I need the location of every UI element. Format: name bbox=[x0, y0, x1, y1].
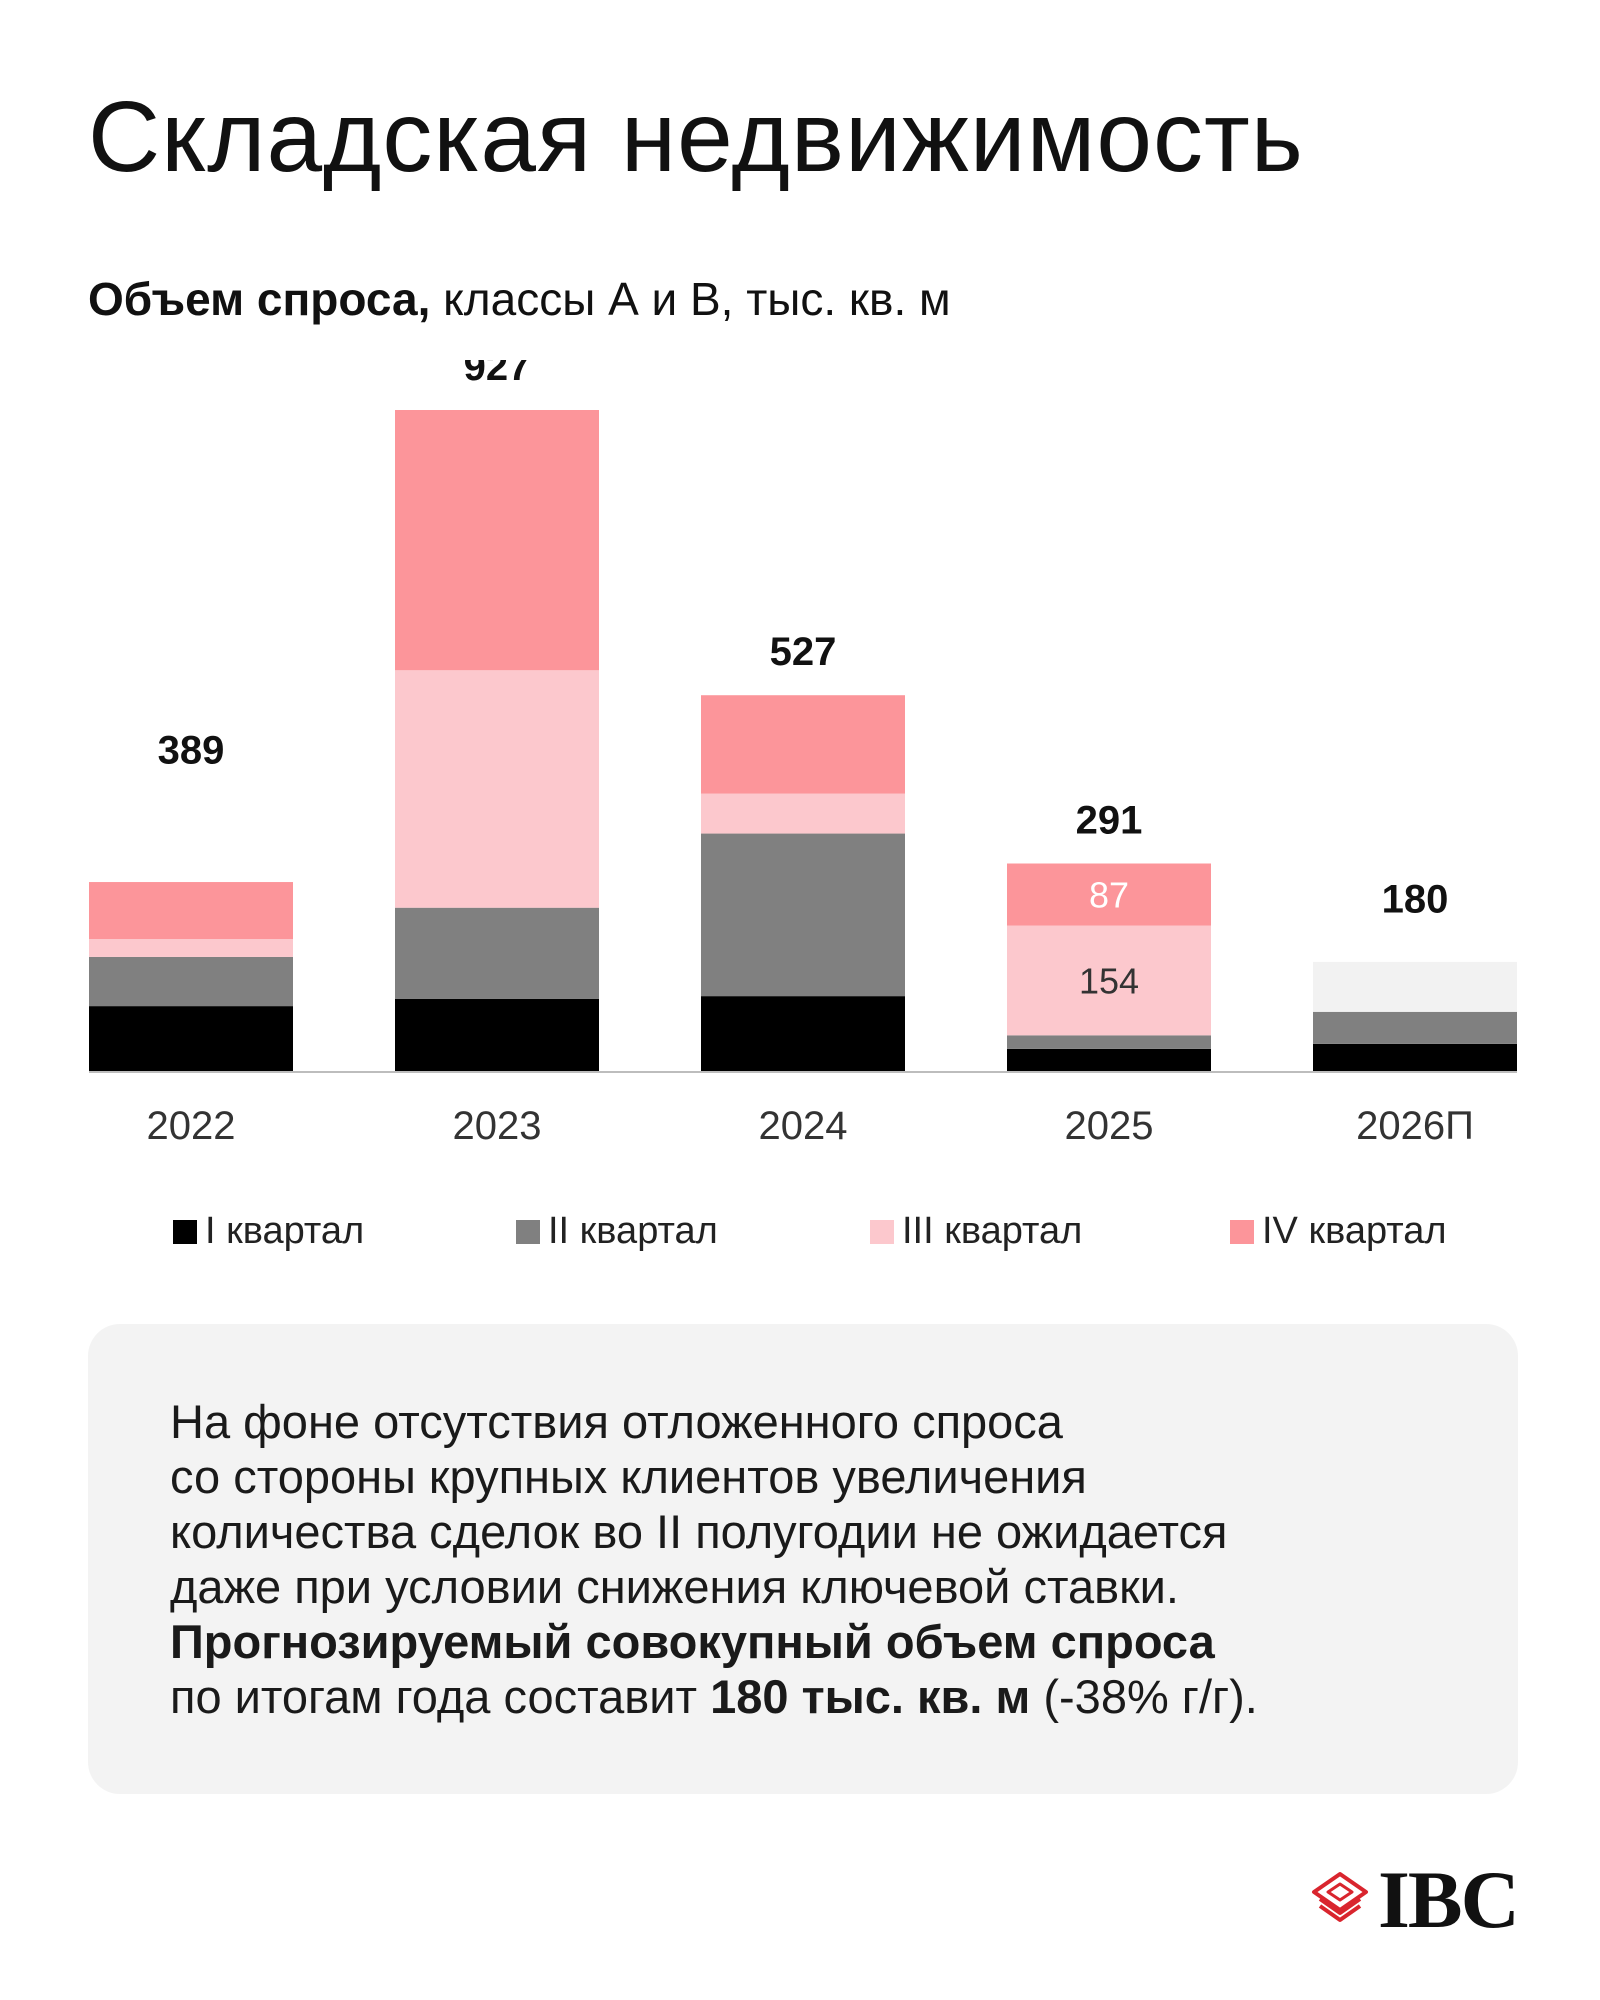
legend-item-q4: IV квартал bbox=[1230, 1210, 1447, 1253]
legend-item-q1: I квартал bbox=[173, 1210, 364, 1253]
note-line-5: Прогнозируемый совокупный объем спроса bbox=[170, 1614, 1438, 1669]
bar-2024-q1 bbox=[701, 996, 905, 1071]
note-line-4: даже при условии снижения ключевой ставк… bbox=[170, 1560, 1179, 1613]
bar-2025-q2 bbox=[1007, 1035, 1211, 1049]
x-tick-label-2026П: 2026П bbox=[1356, 1104, 1474, 1148]
x-tick-label-2024: 2024 bbox=[759, 1104, 848, 1148]
ibc-logo: IBC bbox=[1308, 1854, 1520, 1945]
note-line-3: количества сделок во II полугодии не ожи… bbox=[170, 1505, 1228, 1558]
note-line-6: по итогам года составит 180 тыс. кв. м (… bbox=[170, 1669, 1438, 1724]
bar-group-2025 bbox=[1007, 863, 1211, 1071]
bar-2024-q4 bbox=[701, 695, 905, 794]
bar-2026П-q2 bbox=[1313, 1011, 1517, 1044]
note-forecast-heading: Прогнозируемый совокупный объем спроса bbox=[170, 1615, 1215, 1668]
bar-2026П-q1 bbox=[1313, 1043, 1517, 1071]
note-forecast-value: 180 тыс. кв. м bbox=[710, 1670, 1031, 1723]
note-line-6-post: (-38% г/г). bbox=[1030, 1670, 1258, 1723]
chart-subtitle-rest: классы А и В, тыс. кв. м bbox=[430, 273, 951, 325]
total-label-2022: 389 bbox=[158, 729, 225, 773]
legend-label-q4: IV квартал bbox=[1262, 1210, 1447, 1252]
segment-label-2025-q4: 87 bbox=[1089, 875, 1129, 916]
note-line-6-pre: по итогам года составит bbox=[170, 1670, 711, 1723]
legend-swatch-q4 bbox=[1230, 1219, 1254, 1244]
bar-group-2022 bbox=[89, 882, 293, 1071]
bar-2022-q3 bbox=[89, 939, 293, 957]
chart-subtitle: Объем спроса, классы А и В, тыс. кв. м bbox=[88, 272, 951, 326]
total-label-2025: 291 bbox=[1076, 799, 1143, 843]
note-line-2: со стороны крупных клиентов увеличения bbox=[170, 1450, 1087, 1503]
legend-label-q2: II квартал bbox=[548, 1210, 718, 1252]
bar-group-2026П bbox=[1313, 961, 1517, 1071]
legend-label-q3: III квартал bbox=[902, 1210, 1083, 1252]
bar-group-2024 bbox=[701, 695, 905, 1071]
segment-label-2025-q3: 154 bbox=[1079, 960, 1139, 1001]
x-tick-label-2022: 2022 bbox=[147, 1104, 236, 1148]
bar-2026П-forecast-remainder bbox=[1313, 961, 1517, 1012]
total-label-2024: 527 bbox=[770, 630, 837, 674]
bar-2023-q2 bbox=[395, 907, 599, 999]
bar-2025-q3 bbox=[1007, 925, 1211, 1036]
chart-legend: I квартал II квартал III квартал IV квартал bbox=[0, 1210, 1600, 1260]
bar-2024-q3 bbox=[701, 793, 905, 834]
legend-swatch-q2 bbox=[516, 1219, 540, 1244]
bar-2022-q2 bbox=[89, 956, 293, 1007]
x-tick-label-2023: 2023 bbox=[453, 1104, 542, 1148]
bar-2024-q2 bbox=[701, 833, 905, 997]
legend-item-q2: II квартал bbox=[516, 1210, 718, 1253]
legend-item-q3: III квартал bbox=[870, 1210, 1082, 1253]
legend-swatch-q3 bbox=[870, 1219, 894, 1244]
bar-2023-q4 bbox=[395, 410, 599, 671]
total-label-2026П: 180 bbox=[1382, 878, 1449, 922]
page-title: Складская недвижимость bbox=[88, 81, 1304, 193]
legend-label-q1: I квартал bbox=[205, 1210, 365, 1252]
bar-group-2023 bbox=[395, 410, 599, 1071]
x-tick-label-2025: 2025 bbox=[1065, 1104, 1154, 1148]
bar-2023-q1 bbox=[395, 998, 599, 1071]
ibc-layers-icon bbox=[1312, 1872, 1368, 1922]
bar-2023-q3 bbox=[395, 670, 599, 908]
demand-stacked-bar-chart: 389 2022 927 2023 527 2024 291 2025 180 2026П 154 8… bbox=[89, 360, 1517, 1148]
ibc-logo-text: IBC bbox=[1378, 1854, 1520, 1945]
legend-swatch-q1 bbox=[173, 1219, 197, 1244]
note-line-1: На фоне отсутствия отложенного спроса bbox=[170, 1395, 1063, 1448]
note-box: На фоне отсутствия отложенного спроса со… bbox=[88, 1324, 1518, 1794]
bar-2025-q4 bbox=[1007, 863, 1211, 926]
total-label-2023: 927 bbox=[464, 360, 531, 389]
chart-subtitle-bold: Объем спроса, bbox=[88, 273, 431, 325]
bar-2025-q1 bbox=[1007, 1048, 1211, 1071]
bar-2022-q4 bbox=[89, 882, 293, 940]
bar-2022-q1 bbox=[89, 1006, 293, 1071]
